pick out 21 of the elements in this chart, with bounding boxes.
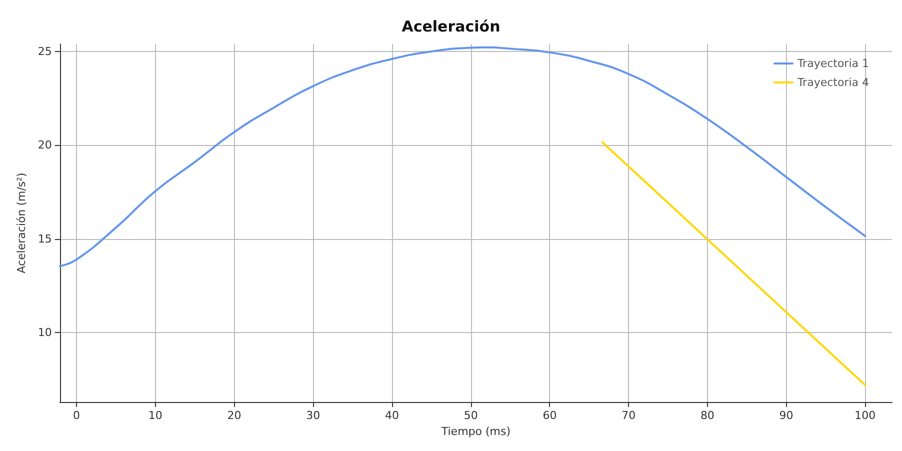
y-axis-title: Aceleración (m/s²) [15,172,28,274]
x-axis-title: Tiempo (ms) [440,424,511,438]
x-tick-label: 20 [227,409,242,422]
x-tick-label: 60 [542,409,557,422]
x-tick-label: 70 [622,409,636,422]
x-tick-label: 80 [700,409,714,422]
y-tick-label: 20 [38,138,52,152]
x-tick-label: 100 [854,409,876,422]
y-tick-label: 10 [38,326,52,340]
y-tick-label: 15 [38,232,52,246]
x-tick-label: 50 [464,409,478,422]
x-tick-label: 0 [72,409,80,422]
x-tick-label: 90 [779,409,794,422]
legend-label: Trayectoria 4 [796,76,870,89]
line-series [58,46,866,268]
x-tick-label: 30 [306,409,320,422]
legend-label: Trayectoria 1 [796,57,870,70]
y-tick-label: 25 [38,44,52,58]
x-tick-label: 40 [384,409,399,422]
chart-title: Aceleración [402,18,500,36]
x-tick-label: 10 [148,409,162,422]
